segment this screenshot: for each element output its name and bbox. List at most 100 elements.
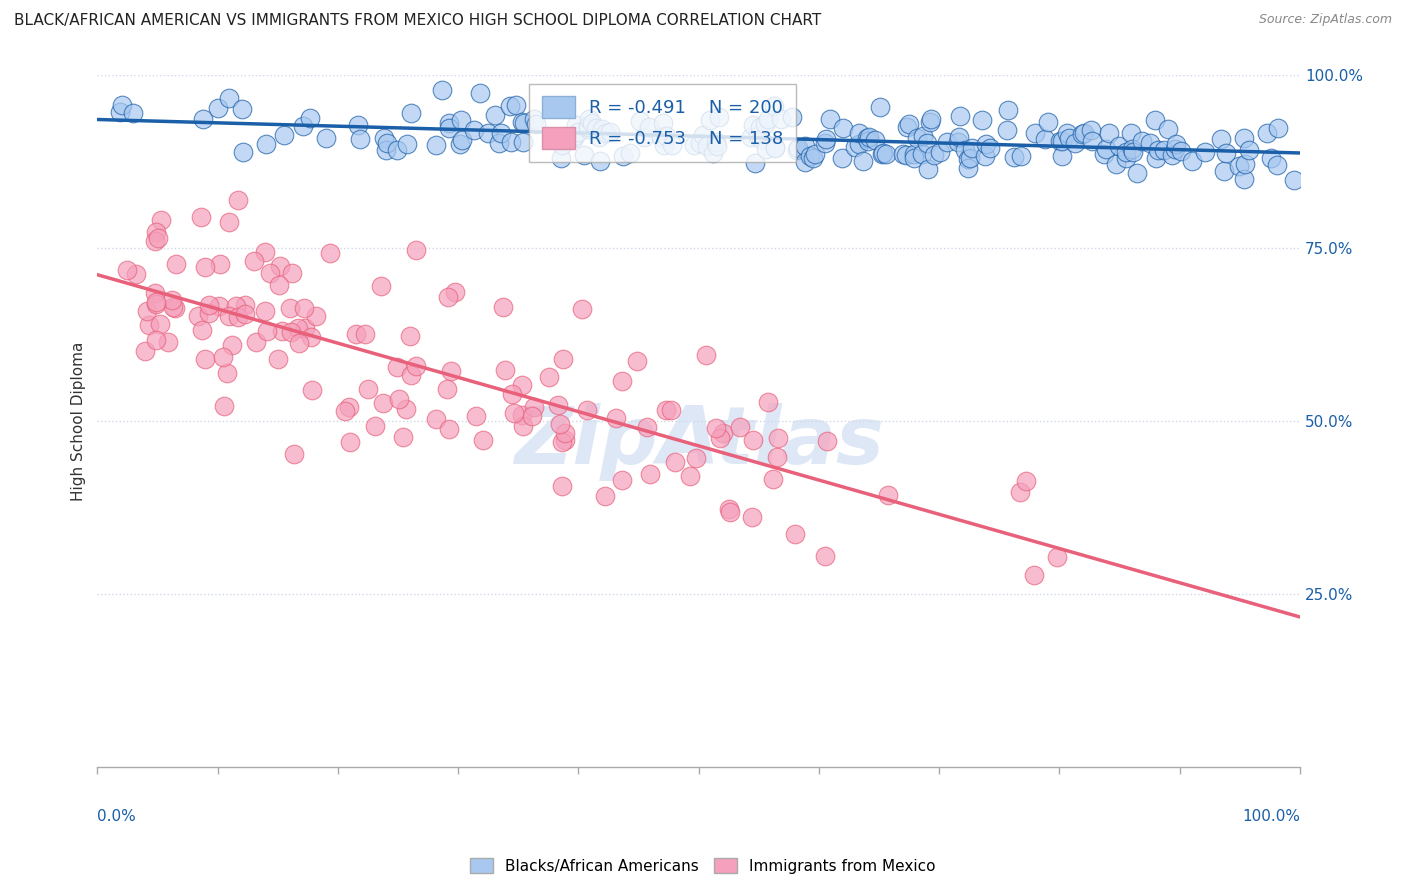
Point: [501, 386, 523, 401]
Point: [291, 119, 314, 133]
Point: [1121, 143, 1143, 157]
Point: [896, 120, 918, 134]
Point: [654, 129, 676, 144]
Point: [593, 489, 616, 503]
Point: [484, 108, 506, 122]
Point: [565, 118, 588, 132]
Point: [280, 325, 302, 339]
Point: [1070, 128, 1092, 142]
Point: [652, 138, 675, 153]
Point: [870, 147, 893, 161]
Point: [505, 98, 527, 112]
Point: [831, 152, 853, 166]
Point: [856, 135, 879, 149]
Point: [1050, 134, 1073, 148]
Point: [876, 488, 898, 502]
Point: [489, 126, 512, 140]
Point: [554, 433, 576, 447]
Point: [207, 102, 229, 116]
Point: [1164, 143, 1187, 157]
Point: [1256, 126, 1278, 140]
Point: [115, 263, 138, 277]
Point: [763, 139, 786, 153]
Point: [815, 132, 838, 146]
Point: [122, 106, 145, 120]
Point: [576, 122, 599, 136]
Point: [1126, 166, 1149, 180]
Point: [562, 131, 585, 145]
Point: [1098, 126, 1121, 140]
Point: [706, 139, 728, 153]
Point: [1050, 148, 1073, 162]
Point: [551, 351, 574, 366]
Point: [652, 116, 675, 130]
Point: [638, 467, 661, 482]
Point: [695, 348, 717, 362]
Point: [974, 148, 997, 162]
Point: [451, 133, 474, 147]
Point: [463, 122, 485, 136]
Point: [717, 501, 740, 516]
Point: [741, 433, 763, 447]
Point: [682, 138, 704, 153]
Point: [333, 403, 356, 417]
Point: [437, 422, 460, 436]
Point: [1180, 154, 1202, 169]
Point: [1265, 158, 1288, 172]
Point: [1267, 121, 1289, 136]
Point: [354, 327, 377, 342]
Point: [844, 140, 866, 154]
Point: [707, 110, 730, 124]
Point: [1063, 136, 1085, 150]
Point: [550, 151, 572, 165]
Point: [692, 128, 714, 143]
Point: [571, 301, 593, 316]
Point: [1147, 143, 1170, 157]
Point: [218, 215, 240, 229]
Point: [1194, 145, 1216, 159]
Point: [1081, 134, 1104, 148]
Point: [145, 296, 167, 310]
Point: [315, 131, 337, 145]
Point: [399, 368, 422, 383]
Point: [488, 136, 510, 150]
Point: [689, 136, 711, 151]
Point: [339, 434, 361, 449]
Point: [578, 112, 600, 126]
Point: [903, 151, 925, 165]
Point: [294, 321, 316, 335]
Point: [605, 411, 627, 425]
Point: [299, 330, 322, 344]
Point: [209, 257, 232, 271]
Point: [547, 398, 569, 412]
Point: [917, 161, 939, 176]
Point: [709, 431, 731, 445]
Point: [929, 145, 952, 160]
Point: [1157, 122, 1180, 136]
Point: [863, 133, 886, 147]
Point: [659, 403, 682, 417]
Point: [935, 135, 957, 149]
Point: [253, 244, 276, 259]
Point: [946, 135, 969, 149]
Point: [612, 148, 634, 162]
Point: [626, 354, 648, 368]
Point: [794, 155, 817, 169]
Point: [492, 300, 515, 314]
Point: [245, 334, 267, 349]
Point: [567, 125, 589, 139]
Point: [1056, 127, 1078, 141]
Point: [572, 148, 595, 162]
Point: [953, 143, 976, 157]
Point: [548, 417, 571, 431]
Point: [165, 256, 187, 270]
Point: [1033, 132, 1056, 146]
Point: [869, 100, 891, 114]
Point: [512, 419, 534, 434]
Point: [405, 359, 427, 373]
Point: [903, 147, 925, 161]
Point: [804, 147, 827, 161]
Point: [430, 83, 453, 97]
Point: [619, 145, 641, 160]
Point: [190, 210, 212, 224]
